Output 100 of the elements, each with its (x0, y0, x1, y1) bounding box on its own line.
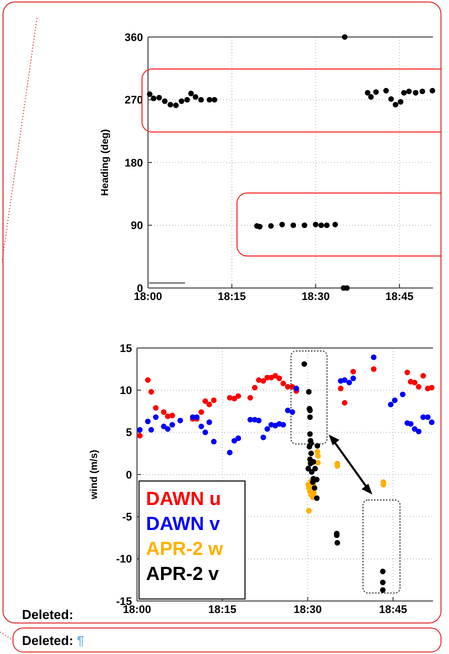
point (235, 435, 242, 442)
point (400, 392, 406, 398)
point (168, 102, 174, 108)
point (211, 397, 217, 404)
x-tick-label: 18:30 (302, 291, 330, 303)
x-tick-label: 18:45 (378, 604, 408, 616)
point (137, 427, 143, 433)
point (392, 397, 398, 404)
x-tick-label: 18:15 (208, 604, 236, 616)
point (392, 102, 398, 108)
point (169, 412, 176, 418)
point (301, 361, 308, 367)
point (235, 393, 242, 399)
point (206, 402, 212, 408)
y-tick-label: 0 (126, 469, 132, 482)
point (346, 380, 352, 386)
point (308, 450, 314, 456)
x-tick-label: 18:45 (385, 291, 414, 303)
point (306, 389, 312, 395)
point (211, 438, 217, 444)
point (412, 90, 418, 96)
point (342, 377, 348, 383)
point (307, 414, 313, 420)
point (383, 88, 389, 94)
point (368, 94, 374, 100)
point (192, 94, 198, 100)
point (314, 443, 320, 449)
point (226, 450, 233, 456)
point (412, 380, 418, 386)
x-tick-label: 18:15 (218, 291, 246, 303)
point (312, 222, 318, 228)
point (173, 102, 179, 108)
point (380, 587, 386, 593)
point (338, 386, 344, 392)
point (306, 508, 312, 514)
text: DAWN u (146, 489, 221, 510)
text: Deleted: ¶ (22, 633, 84, 648)
point (315, 460, 321, 466)
point (370, 354, 376, 360)
point (137, 432, 143, 439)
point (232, 396, 238, 402)
point (198, 96, 204, 103)
point (420, 373, 426, 379)
point (260, 434, 266, 440)
point (342, 400, 348, 406)
point (164, 426, 171, 432)
point (350, 376, 356, 382)
point (280, 380, 286, 386)
point (290, 222, 296, 228)
y-tick-label: 15 (120, 342, 132, 355)
x-tick-label: 18:00 (122, 604, 152, 616)
point (312, 466, 318, 472)
point (145, 377, 151, 383)
point (145, 418, 151, 424)
point (188, 90, 194, 96)
point (279, 222, 285, 228)
point (428, 419, 435, 426)
point (152, 405, 159, 411)
point (206, 419, 212, 426)
point (312, 485, 318, 491)
point (285, 408, 291, 414)
y-tick-label: -5 (122, 512, 132, 524)
point (307, 431, 313, 437)
point (264, 426, 270, 432)
y-tick-label: 10 (120, 385, 132, 398)
point (350, 368, 356, 374)
point (160, 424, 167, 430)
x-tick-label: 18:30 (294, 604, 322, 616)
point (169, 422, 176, 428)
point (380, 580, 386, 586)
point (212, 96, 218, 103)
text: APR-2 w (146, 539, 224, 560)
point (256, 377, 262, 383)
point (398, 99, 404, 105)
point (285, 384, 291, 390)
point (260, 378, 266, 384)
point (280, 422, 286, 428)
point (177, 418, 184, 424)
point (380, 568, 386, 574)
y-tick-label: -10 (116, 554, 132, 566)
text: Deleted: (22, 607, 74, 622)
point (198, 424, 204, 430)
point (294, 386, 300, 392)
point (268, 223, 274, 229)
y-tick-label: 90 (130, 220, 143, 232)
point (416, 384, 422, 390)
point (232, 438, 238, 444)
point (198, 409, 204, 415)
point (332, 222, 338, 228)
point (148, 427, 154, 433)
point (160, 409, 167, 415)
point (247, 394, 254, 401)
point (206, 96, 212, 103)
point (178, 98, 184, 104)
text: DAWN v (146, 514, 220, 535)
point (334, 540, 340, 546)
point (364, 90, 370, 96)
point (305, 466, 312, 472)
point (370, 366, 376, 372)
y-tick-label: 180 (124, 157, 143, 170)
